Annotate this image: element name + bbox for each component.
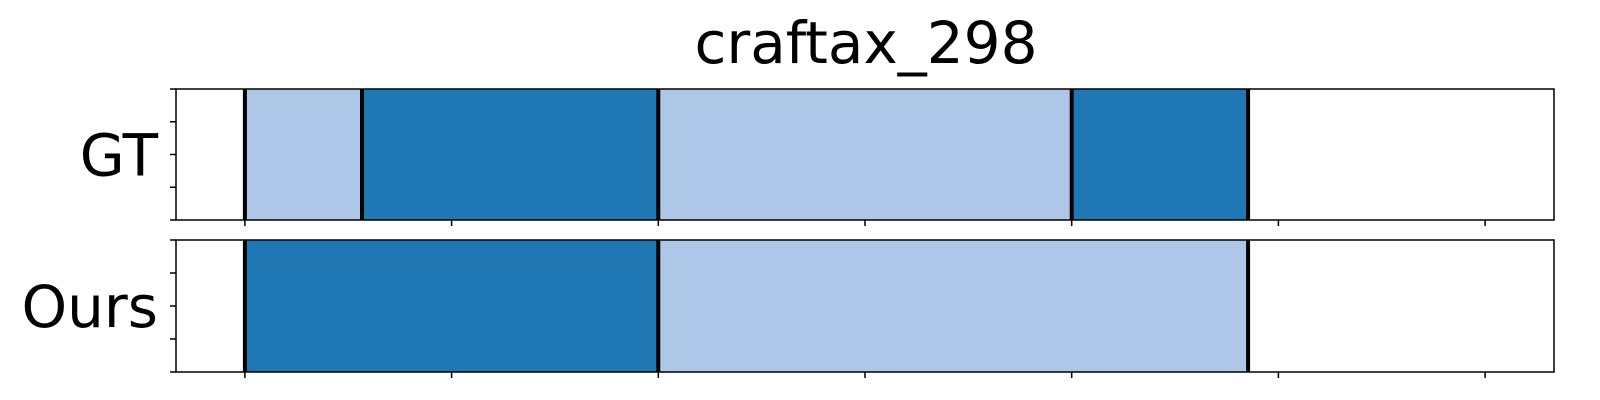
segment-gt-4 — [1071, 89, 1249, 220]
chart-title: craftax_298 — [695, 9, 1038, 77]
row-gt: GT — [80, 88, 1555, 226]
segment-ours-1 — [244, 240, 659, 372]
segment-ours-2 — [658, 240, 1249, 372]
row-label-gt: GT — [80, 122, 159, 190]
segment-gt-3 — [658, 89, 1072, 220]
segment-gt-1 — [244, 89, 363, 220]
row-label-ours: Ours — [22, 273, 158, 341]
rows-layer: GT Ours — [22, 88, 1555, 378]
row-ours: Ours — [22, 239, 1555, 378]
segment-gt-2 — [362, 89, 659, 220]
